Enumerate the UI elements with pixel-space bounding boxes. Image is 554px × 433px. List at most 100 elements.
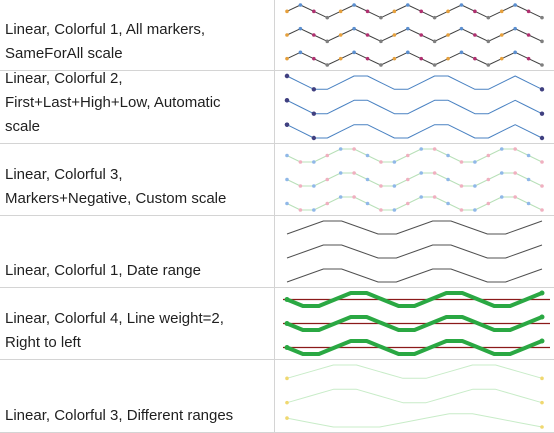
- sparkline-marker: [459, 160, 464, 164]
- label-cell-row-6[interactable]: Linear, Colorful 3, Different ranges: [0, 360, 275, 433]
- sparkline-marker: [298, 184, 303, 188]
- sparkline-line: [286, 339, 543, 356]
- sparkline-marker: [432, 147, 437, 151]
- sparkline-marker: [539, 314, 545, 320]
- sparkline-line: [286, 124, 543, 139]
- sparkline-marker: [540, 39, 544, 44]
- sparkline-marker: [419, 56, 424, 61]
- sparkline-line: [286, 51, 543, 66]
- sparkline-line: [286, 4, 543, 19]
- sparkline-line: [286, 196, 543, 211]
- sparkline-marker: [325, 201, 330, 206]
- sparkline-marker: [284, 73, 290, 79]
- sparkline-line: [286, 75, 543, 90]
- sparkline-marker: [526, 33, 531, 37]
- sparkline-cell-row-1[interactable]: [275, 0, 554, 71]
- sparkline-marker: [513, 171, 517, 175]
- label-cell-row-4[interactable]: Linear, Colorful 1, Date range: [0, 216, 275, 288]
- sparkline-marker: [432, 39, 437, 44]
- sparkline-marker: [486, 63, 491, 67]
- sparkline-marker: [392, 208, 397, 212]
- sparkline-marker: [298, 26, 303, 31]
- sparkline-group-row-2: [284, 73, 545, 141]
- label-text-row-2: Linear, Colorful 2, First+Last+High+Low,…: [5, 70, 221, 135]
- sparkline-marker: [473, 208, 477, 212]
- sparkline-marker: [486, 153, 491, 158]
- sparkline-line: [286, 413, 543, 428]
- label-cell-row-1[interactable]: Linear, Colorful 1, All markers, SameFor…: [0, 0, 275, 71]
- sparkline-marker: [526, 56, 531, 61]
- sparkline-marker: [419, 171, 424, 175]
- sparkline-marker: [325, 153, 330, 158]
- sparkline-line: [286, 99, 543, 115]
- sparkline-marker: [446, 177, 450, 182]
- sparkline-marker: [285, 9, 289, 14]
- label-cell-row-2[interactable]: Linear, Colorful 2, First+Last+High+Low,…: [0, 70, 275, 144]
- sparkline-cell-row-4[interactable]: [275, 216, 554, 288]
- sparkline-cell-row-3[interactable]: [275, 144, 554, 216]
- sparkline-marker: [311, 111, 317, 116]
- sparkline-marker: [285, 153, 289, 158]
- sparkline-marker: [392, 9, 397, 14]
- sparkline-marker: [298, 3, 303, 7]
- sparkline-marker: [284, 345, 290, 350]
- sparkline-marker: [311, 87, 317, 92]
- sparkline-marker: [459, 208, 464, 212]
- sparkline-marker: [513, 50, 517, 55]
- sparkline-marker: [312, 9, 316, 14]
- sparkline-marker: [312, 56, 316, 61]
- sparkline-marker: [540, 376, 544, 381]
- sparkline-marker: [325, 63, 330, 67]
- sparkline-marker: [499, 195, 504, 199]
- sparkline-marker: [405, 201, 410, 206]
- sparkline-marker: [419, 9, 424, 14]
- sparkline-marker: [285, 177, 289, 182]
- sparkline-line: [286, 291, 543, 308]
- sparkline-marker: [325, 177, 330, 182]
- sparkline-marker: [526, 9, 531, 14]
- sparkline-marker: [352, 171, 356, 175]
- label-cell-row-5[interactable]: Linear, Colorful 4, Line weight=2, Right…: [0, 288, 275, 360]
- sparkline-marker: [473, 160, 477, 164]
- label-text-row-5: Linear, Colorful 4, Line weight=2, Right…: [5, 310, 224, 351]
- sparkline-marker: [539, 290, 545, 296]
- sparkline-line: [286, 388, 543, 404]
- sparkline-group-row-6: [285, 364, 544, 429]
- sparkline-cell-row-5[interactable]: [275, 288, 554, 360]
- sparkline-marker: [459, 184, 464, 188]
- sparkline-marker: [312, 184, 316, 188]
- sparkline-marker: [392, 160, 397, 164]
- sparkline-marker: [379, 208, 383, 212]
- label-text-row-1: Linear, Colorful 1, All markers, SameFor…: [5, 21, 206, 62]
- sparkline-marker: [446, 9, 450, 14]
- sparkline-marker: [365, 201, 370, 206]
- label-text-row-6: Linear, Colorful 3, Different ranges: [5, 407, 234, 424]
- sparkline-marker: [298, 160, 303, 164]
- sparkline-marker: [486, 177, 491, 182]
- sparkline-marker: [338, 33, 343, 37]
- sparkline-marker: [365, 56, 370, 61]
- sparkline-marker: [499, 147, 504, 151]
- sparkline-line: [286, 172, 543, 187]
- sparkline-marker: [473, 184, 477, 188]
- sparkline-marker: [352, 3, 356, 7]
- sparkline-marker: [365, 33, 370, 37]
- sparkline-marker: [285, 416, 289, 420]
- sparkline-marker: [513, 3, 517, 7]
- sparkline-marker: [312, 33, 316, 37]
- sparkline-marker: [526, 201, 531, 206]
- sparkline-cell-row-6[interactable]: [275, 360, 554, 433]
- sparkline-line: [286, 268, 543, 283]
- sparkline-marker: [379, 63, 383, 67]
- sparkline-marker: [419, 33, 424, 37]
- label-cell-row-3[interactable]: Linear, Colorful 3, Markers+Negative, Cu…: [0, 144, 275, 216]
- sparkline-marker: [539, 135, 545, 141]
- sparkline-marker: [513, 147, 517, 151]
- sparkline-marker: [432, 195, 437, 199]
- sparkline-marker: [526, 177, 531, 182]
- sparkline-marker: [285, 33, 289, 37]
- sparkline-cell-row-2[interactable]: [275, 71, 554, 144]
- sparkline-marker: [419, 147, 424, 151]
- sparkline-marker: [352, 26, 356, 31]
